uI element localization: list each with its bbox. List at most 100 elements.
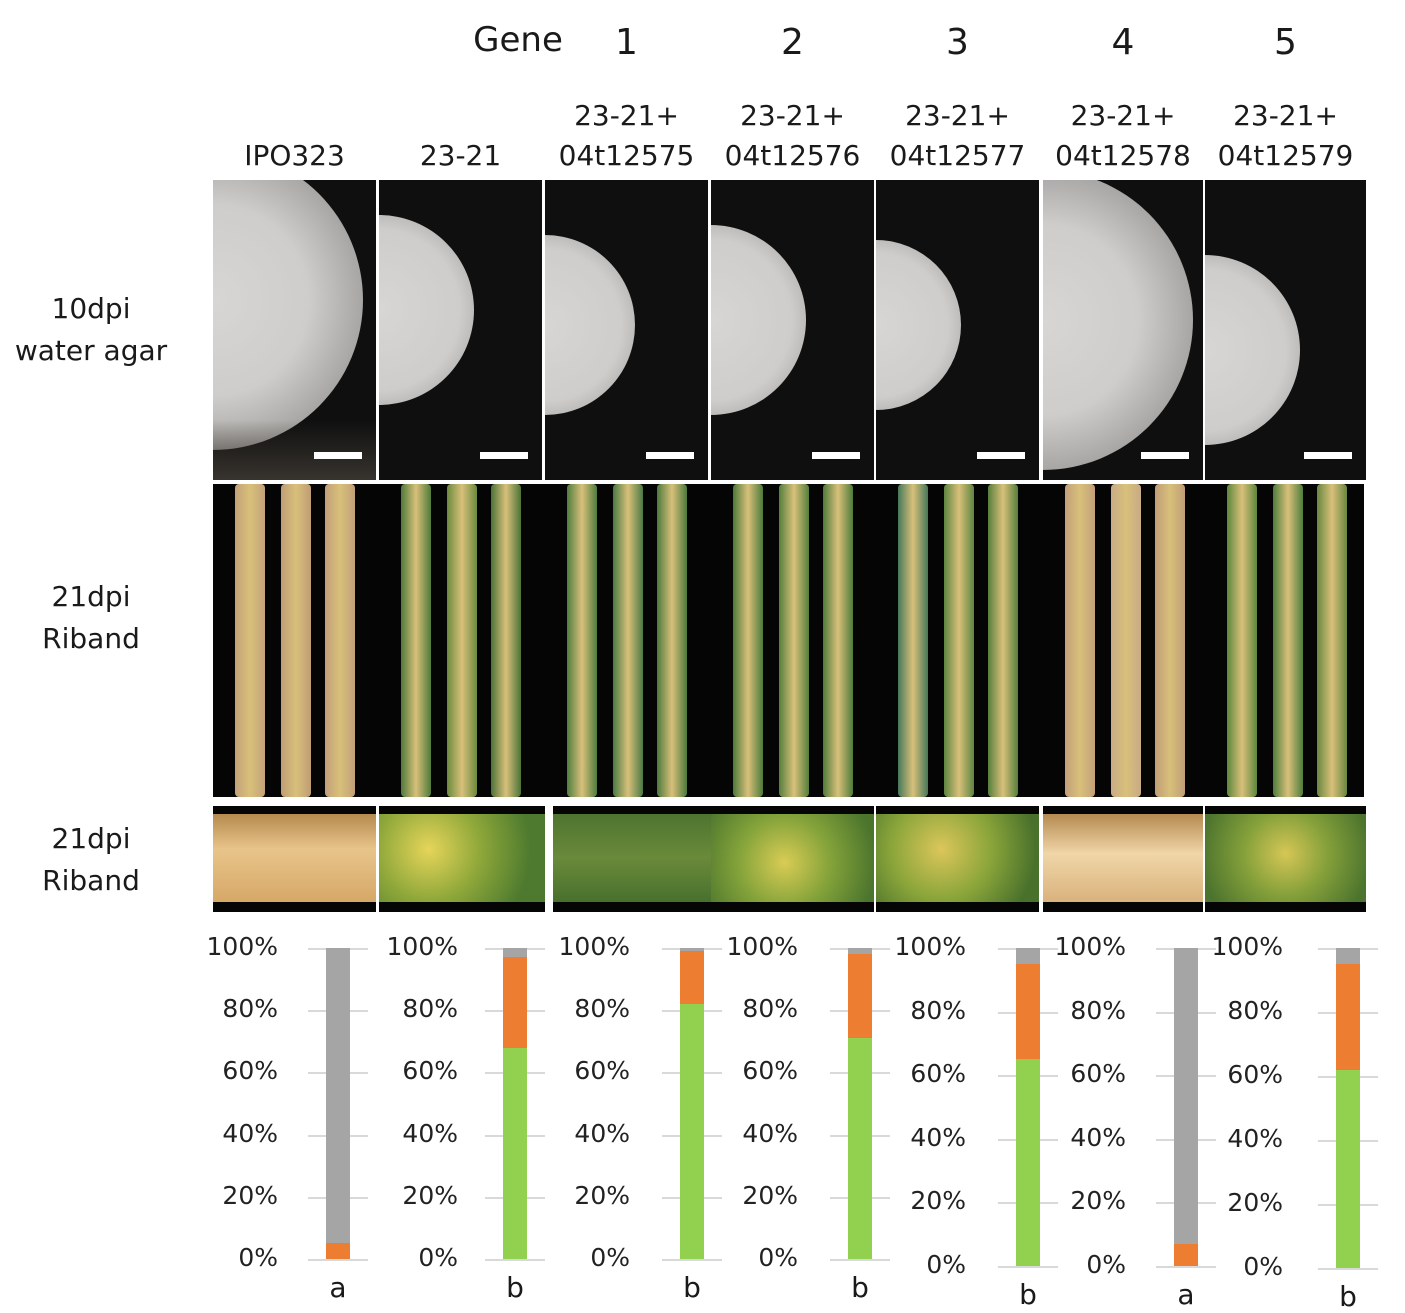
fungal-colony bbox=[379, 215, 474, 405]
scale-bar bbox=[314, 452, 362, 459]
leaf-closeup-image bbox=[379, 806, 545, 912]
row-label-line2: water agar bbox=[14, 334, 168, 367]
plate-edge-shadow bbox=[213, 420, 376, 480]
bar-segment bbox=[503, 1047, 527, 1259]
y-tick-label: 60% bbox=[402, 1056, 458, 1086]
grid-line bbox=[830, 1259, 890, 1261]
plate-image bbox=[1205, 180, 1366, 480]
y-tick-label: 100% bbox=[726, 932, 798, 961]
fungal-colony bbox=[1205, 255, 1300, 445]
leaf-closeup-image bbox=[213, 806, 376, 912]
row-label-plates: 10dpi water agar bbox=[0, 288, 182, 372]
y-tick-label: 20% bbox=[1070, 1186, 1126, 1216]
gene-number: 4 bbox=[1111, 22, 1135, 63]
bar-segment bbox=[1174, 1243, 1198, 1266]
wheat-leaf bbox=[1065, 484, 1095, 797]
bar-segment bbox=[326, 1243, 350, 1259]
y-tick-label: 40% bbox=[910, 1122, 966, 1152]
wheat-leaf bbox=[325, 484, 355, 797]
significance-letter: a bbox=[1177, 1278, 1195, 1311]
column-label-line1 bbox=[210, 96, 380, 136]
fungal-colony bbox=[213, 180, 363, 450]
column-label: 23-21+ 04t12576 bbox=[708, 96, 878, 176]
y-tick-label: 40% bbox=[1070, 1122, 1126, 1152]
y-tick-label: 100% bbox=[386, 932, 458, 961]
gene-number: 1 bbox=[615, 22, 638, 63]
bar-segment bbox=[680, 951, 704, 1004]
scale-bar bbox=[1141, 452, 1189, 459]
gene-number: 3 bbox=[946, 22, 969, 63]
y-tick-label: 20% bbox=[1227, 1188, 1283, 1217]
fungal-colony bbox=[545, 235, 635, 415]
y-tick-label: 0% bbox=[1086, 1250, 1126, 1279]
fungal-colony bbox=[876, 240, 961, 410]
column-label-line2: IPO323 bbox=[244, 139, 345, 172]
fungal-colony bbox=[711, 225, 806, 415]
scale-bar bbox=[977, 452, 1025, 459]
wheat-leaf bbox=[567, 484, 597, 797]
y-tick-label: 80% bbox=[1070, 995, 1126, 1025]
grid-line bbox=[662, 1259, 722, 1261]
leaf-closeup-image bbox=[876, 806, 1039, 912]
grid-line bbox=[308, 1259, 368, 1261]
bar-segment bbox=[680, 1003, 704, 1259]
row-label-leaves: 21dpi Riband bbox=[0, 576, 182, 660]
column-label-line2: 04t12579 bbox=[1217, 139, 1354, 172]
y-tick-label: 0% bbox=[1243, 1252, 1283, 1281]
fungal-colony bbox=[1043, 180, 1193, 470]
grid-line bbox=[998, 1266, 1058, 1268]
significance-letter: b bbox=[1339, 1280, 1357, 1313]
grid-line bbox=[485, 1259, 545, 1261]
leaf-closeup-image bbox=[1205, 806, 1366, 912]
leaf-closeup-surface bbox=[876, 814, 1039, 902]
wheat-leaf bbox=[733, 484, 763, 797]
bar-segment bbox=[848, 954, 872, 1039]
row-label-line1: 21dpi bbox=[51, 822, 131, 855]
bar-segment bbox=[326, 948, 350, 1244]
y-tick-label: 100% bbox=[1211, 932, 1283, 961]
leaf-closeup-image bbox=[711, 806, 874, 912]
column-label-line2: 23-21 bbox=[419, 139, 502, 172]
wheat-leaf bbox=[779, 484, 809, 797]
leaf-closeup-image bbox=[553, 806, 715, 912]
bar-segment bbox=[1336, 1069, 1360, 1268]
row-label-line2: Riband bbox=[42, 622, 140, 655]
column-label: 23-21+ 04t12578 bbox=[1038, 96, 1208, 176]
wheat-leaf bbox=[988, 484, 1018, 797]
y-tick-label: 40% bbox=[742, 1118, 798, 1148]
column-label: IPO323 bbox=[210, 96, 380, 176]
gene-title: Gene bbox=[473, 20, 563, 60]
row-label-line1: 10dpi bbox=[51, 292, 131, 325]
plate-image bbox=[711, 180, 874, 480]
y-tick-label: 80% bbox=[1227, 996, 1283, 1025]
y-tick-label: 20% bbox=[574, 1180, 630, 1210]
y-tick-label: 40% bbox=[222, 1118, 278, 1148]
leaf-closeup-image bbox=[1043, 806, 1203, 912]
y-tick-label: 20% bbox=[742, 1180, 798, 1210]
y-tick-label: 100% bbox=[894, 932, 966, 961]
significance-letter: b bbox=[506, 1271, 524, 1304]
bar-segment bbox=[1016, 948, 1040, 964]
leaf-closeup-surface bbox=[1205, 814, 1366, 902]
y-tick-label: 80% bbox=[402, 994, 458, 1024]
y-tick-label: 0% bbox=[758, 1243, 798, 1272]
column-label-line2: 04t12576 bbox=[724, 139, 861, 172]
wheat-leaf bbox=[944, 484, 974, 797]
bar-segment bbox=[1336, 948, 1360, 964]
y-tick-label: 40% bbox=[1227, 1124, 1283, 1153]
y-tick-label: 60% bbox=[910, 1059, 966, 1089]
wheat-leaf bbox=[491, 484, 521, 797]
y-tick-label: 100% bbox=[1054, 932, 1126, 961]
plate-image bbox=[379, 180, 542, 480]
column-label-line1: 23-21+ bbox=[905, 99, 1010, 132]
bar-segment bbox=[1016, 1059, 1040, 1266]
bar-segment bbox=[1174, 948, 1198, 1244]
column-label-line1: 23-21+ bbox=[1233, 99, 1338, 132]
leaf-images-row bbox=[213, 484, 1364, 797]
wheat-leaf bbox=[447, 484, 477, 797]
gene-number: 2 bbox=[781, 22, 804, 63]
y-tick-label: 80% bbox=[910, 995, 966, 1025]
significance-letter: b bbox=[1019, 1278, 1037, 1311]
y-tick-label: 60% bbox=[1227, 1060, 1283, 1089]
column-label: 23-21+ 04t12579 bbox=[1201, 96, 1371, 176]
